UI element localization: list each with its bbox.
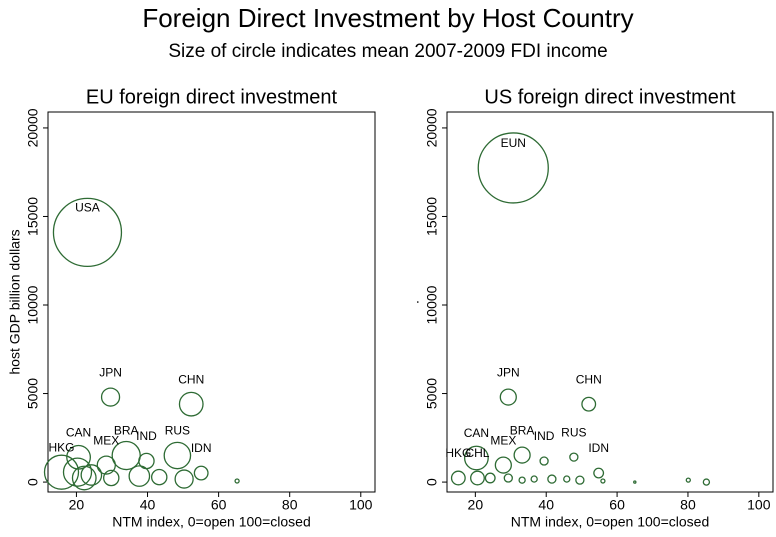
bubble <box>470 470 485 486</box>
point-label: RUS <box>165 424 190 438</box>
point-label: USA <box>75 201 100 215</box>
panel-title: US foreign direct investment <box>484 86 736 108</box>
y-tick-label: 5000 <box>25 378 41 409</box>
x-tick-label: 80 <box>680 497 696 513</box>
x-tick-label: 60 <box>211 497 227 513</box>
plot-frame <box>446 111 774 493</box>
x-axis-label: NTM index, 0=open 100=closed <box>511 514 709 530</box>
x-tick-label: 40 <box>538 497 554 513</box>
y-axis-label: host GDP billion dollars <box>7 229 23 374</box>
y-tick-label: 10000 <box>424 285 440 324</box>
point-label: CHN <box>576 372 602 386</box>
point-label: CHN <box>178 372 204 386</box>
bubble <box>539 456 549 466</box>
point-label: BRA <box>510 423 535 437</box>
point-label: RUS <box>561 425 586 439</box>
bubble <box>575 475 585 485</box>
point-label: MEX <box>93 433 119 447</box>
bubble <box>100 387 121 407</box>
bubble <box>193 465 209 481</box>
bubble <box>80 464 103 486</box>
plot-frame <box>47 111 376 493</box>
bubble <box>518 476 526 484</box>
bubble <box>43 454 80 490</box>
y-tick-label: 20000 <box>424 108 440 147</box>
bubble <box>513 446 531 464</box>
bubble <box>494 456 512 474</box>
y-tick-label: 0 <box>25 478 41 486</box>
point-label: IDN <box>588 441 609 455</box>
bubble <box>128 465 151 487</box>
point-label: MEX <box>490 433 516 447</box>
bubble <box>103 469 120 487</box>
y-tick-label: 10000 <box>25 285 41 324</box>
x-tick-label: 20 <box>69 497 85 513</box>
bubble <box>71 465 97 491</box>
point-label: IND <box>136 429 157 443</box>
bubble <box>111 440 141 471</box>
bubble <box>503 473 513 483</box>
bubble <box>547 474 557 484</box>
y-tick-label: 15000 <box>424 197 440 236</box>
point-label: IDN <box>191 441 212 455</box>
point-label: BRA <box>114 424 139 438</box>
y-tick-label: 0 <box>424 478 440 486</box>
bubble <box>450 470 466 486</box>
x-tick-label: 80 <box>282 497 298 513</box>
point-label: CAN <box>464 426 489 440</box>
point-label: IND <box>534 429 555 443</box>
bubble <box>477 132 549 204</box>
x-axis-label: NTM index, 0=open 100=closed <box>112 514 310 530</box>
x-tick-label: 20 <box>468 497 484 513</box>
bubble <box>563 475 571 483</box>
bubble <box>178 391 204 417</box>
bubble <box>499 388 517 406</box>
point-label: HKG <box>48 440 74 454</box>
bubble <box>62 457 93 487</box>
bubble <box>581 396 597 412</box>
point-label: JPN <box>99 365 122 379</box>
x-tick-label: 60 <box>609 497 625 513</box>
bubble <box>163 441 192 470</box>
panel-title: EU foreign direct investment <box>86 86 338 108</box>
figure-subtitle: Size of circle indicates mean 2007-2009 … <box>168 41 607 62</box>
bubble <box>702 478 711 486</box>
bubble <box>52 197 123 268</box>
x-tick-label: 40 <box>140 497 156 513</box>
point-label: EUN <box>501 136 526 150</box>
bubble <box>234 478 240 484</box>
point-label: CAN <box>66 425 91 439</box>
x-tick-label: 100 <box>747 497 771 513</box>
point-label: JPN <box>497 365 520 379</box>
y-tick-label: 20000 <box>25 108 41 147</box>
bubble <box>569 452 579 462</box>
figure-title: Foreign Direct Investment by Host Countr… <box>142 3 633 33</box>
point-label: CHL <box>465 446 489 460</box>
bubble <box>600 478 606 484</box>
point-label: HKG <box>445 446 471 460</box>
bubble <box>685 477 691 483</box>
bubble <box>150 468 168 486</box>
y-tick-label: 5000 <box>424 378 440 409</box>
y-axis-label: . <box>406 300 422 304</box>
x-tick-label: 100 <box>349 497 373 513</box>
bubble <box>593 467 605 479</box>
bubble <box>530 475 538 483</box>
y-tick-label: 15000 <box>25 197 41 236</box>
bubble <box>484 472 496 484</box>
bubble <box>633 480 637 484</box>
bubble <box>174 469 194 489</box>
bubble <box>463 445 489 471</box>
